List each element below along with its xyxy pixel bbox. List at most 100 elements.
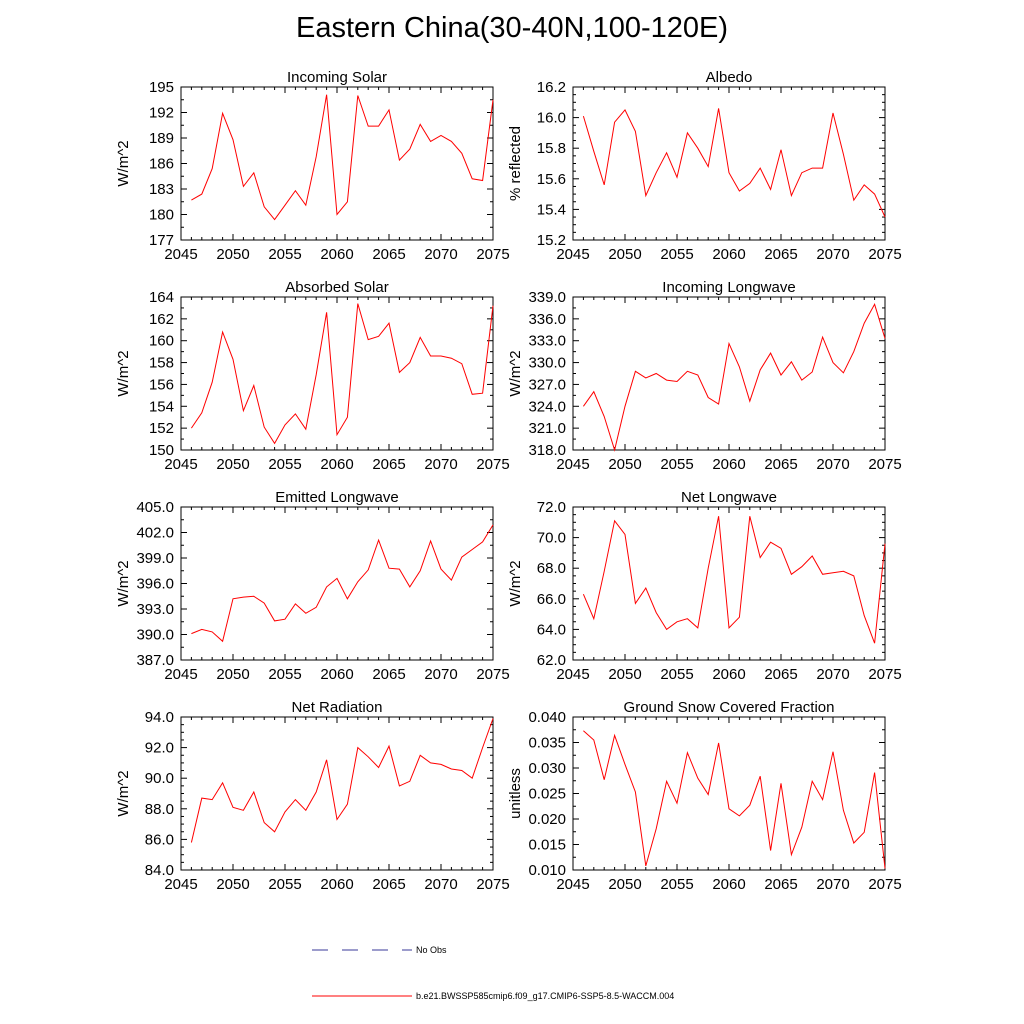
ground-snow-covered-fraction-xtick-label: 2070 (816, 876, 849, 893)
absorbed-solar-xtick-label: 2065 (372, 456, 405, 473)
absorbed-solar-xtick-label: 2075 (476, 456, 509, 473)
incoming-solar-ytick-label: 177 (149, 232, 174, 249)
incoming-longwave-xtick-label: 2045 (556, 456, 589, 473)
incoming-solar-title: Incoming Solar (287, 69, 387, 86)
net-longwave-frame (572, 506, 886, 661)
panel-albedo: 2045 2050 2055 2060 2065 2070 2075 15.2 15.4 15.6… (507, 69, 902, 263)
albedo-ytick-label: 15.6 (537, 171, 566, 188)
legend-obs-label: No Obs (416, 945, 447, 955)
incoming-longwave-ylabel: W/m^2 (507, 350, 524, 396)
albedo-title: Albedo (706, 69, 753, 86)
panel-incoming-solar: 2045 2050 2055 2060 2065 2070 2075 177 180 183 186… (115, 69, 510, 263)
absorbed-solar-xtick-label: 2045 (164, 456, 197, 473)
panel-net-radiation: 2045 2050 2055 2060 2065 2070 2075 84.0 86.0 88.0… (115, 699, 510, 893)
emitted-longwave-xtick-label: 2065 (372, 666, 405, 683)
albedo-ytick-label: 16.0 (537, 110, 566, 127)
emitted-longwave-ytick-label: 390.0 (136, 627, 174, 644)
incoming-solar-ytick-label: 189 (149, 130, 174, 147)
ground-snow-covered-fraction-xtick-label: 2065 (764, 876, 797, 893)
net-longwave-ytick-label: 66.0 (537, 591, 566, 608)
incoming-longwave-xtick-label: 2055 (660, 456, 693, 473)
albedo-series-line (582, 108, 886, 218)
ground-snow-covered-fraction-series-line (583, 730, 886, 869)
legend: No Obs b.e21.BWSSP585cmip6.f09_g17.CMIP6… (312, 945, 674, 1001)
ground-snow-covered-fraction-frame (572, 716, 886, 871)
incoming-longwave-ytick-label: 330.0 (528, 355, 566, 372)
albedo-ytick-label: 15.2 (537, 232, 566, 249)
albedo-xtick-label: 2065 (764, 246, 797, 263)
incoming-solar-xtick-label: 2055 (268, 246, 301, 263)
ground-snow-covered-fraction-xtick-label: 2050 (608, 876, 641, 893)
incoming-longwave-ytick-label: 324.0 (528, 398, 566, 415)
albedo-ytick-label: 16.2 (537, 79, 566, 96)
absorbed-solar-ytick-label: 154 (149, 398, 174, 415)
incoming-longwave-ytick-label: 336.0 (528, 311, 566, 328)
albedo-xtick-label: 2075 (868, 246, 901, 263)
absorbed-solar-frame (180, 296, 494, 451)
absorbed-solar-ytick-label: 164 (149, 289, 174, 306)
albedo-xtick-label: 2050 (608, 246, 641, 263)
net-longwave-ytick-label: 70.0 (537, 530, 566, 547)
incoming-solar-xtick-label: 2045 (164, 246, 197, 263)
net-longwave-xtick-label: 2045 (556, 666, 589, 683)
ground-snow-covered-fraction-ytick-label: 0.015 (528, 837, 566, 854)
figure-title: Eastern China(30-40N,100-120E) (295, 12, 729, 44)
albedo-frame (572, 86, 886, 241)
incoming-solar-ytick-label: 195 (149, 79, 174, 96)
net-radiation-ytick-label: 92.0 (145, 740, 174, 757)
albedo-ytick-label: 15.8 (537, 140, 566, 157)
emitted-longwave-ytick-label: 387.0 (136, 652, 174, 669)
incoming-solar-xtick-label: 2060 (320, 246, 353, 263)
net-radiation-ytick-label: 88.0 (145, 801, 174, 818)
net-longwave-ylabel: W/m^2 (507, 560, 524, 606)
incoming-longwave-xtick-label: 2060 (712, 456, 745, 473)
emitted-longwave-ytick-label: 393.0 (136, 601, 174, 618)
albedo-ylabel: % reflected (507, 126, 524, 201)
net-longwave-xtick-label: 2060 (712, 666, 745, 683)
emitted-longwave-ytick-label: 402.0 (136, 525, 174, 542)
absorbed-solar-title: Absorbed Solar (285, 279, 388, 296)
net-longwave-xtick-label: 2065 (764, 666, 797, 683)
incoming-longwave-ytick-label: 333.0 (528, 333, 566, 350)
incoming-solar-frame (180, 86, 494, 241)
absorbed-solar-ytick-label: 152 (149, 420, 174, 437)
emitted-longwave-xtick-label: 2055 (268, 666, 301, 683)
incoming-longwave-xtick-label: 2065 (764, 456, 797, 473)
emitted-longwave-series-line (191, 524, 494, 643)
net-radiation-ytick-label: 94.0 (145, 709, 174, 726)
ground-snow-covered-fraction-xtick-label: 2075 (868, 876, 901, 893)
ground-snow-covered-fraction-xtick-label: 2055 (660, 876, 693, 893)
panel-incoming-longwave: 2045 2050 2055 2060 2065 2070 2075 318.0 321.0 32… (507, 279, 902, 473)
incoming-longwave-ytick-label: 339.0 (528, 289, 566, 306)
net-radiation-series-line (190, 718, 494, 843)
ground-snow-covered-fraction-xtick-label: 2045 (556, 876, 589, 893)
incoming-solar-xtick-label: 2065 (372, 246, 405, 263)
ground-snow-covered-fraction-ytick-label: 0.030 (528, 760, 566, 777)
legend-model-label: b.e21.BWSSP585cmip6.f09_g17.CMIP6-SSP5-8… (416, 991, 674, 1001)
absorbed-solar-ytick-label: 160 (149, 333, 174, 350)
ground-snow-covered-fraction-xtick-label: 2060 (712, 876, 745, 893)
albedo-ytick-label: 15.4 (537, 201, 566, 218)
emitted-longwave-title: Emitted Longwave (275, 489, 398, 506)
net-longwave-series-line (582, 516, 886, 644)
absorbed-solar-ytick-label: 150 (149, 442, 174, 459)
panels: 2045 2050 2055 2060 2065 2070 2075 177 180 183 186… (115, 69, 902, 893)
incoming-solar-series-line (191, 94, 494, 221)
absorbed-solar-xtick-label: 2060 (320, 456, 353, 473)
emitted-longwave-xtick-label: 2060 (320, 666, 353, 683)
emitted-longwave-ylabel: W/m^2 (115, 560, 132, 606)
emitted-longwave-ytick-label: 396.0 (136, 576, 174, 593)
absorbed-solar-xtick-label: 2070 (424, 456, 457, 473)
net-longwave-ytick-label: 68.0 (537, 560, 566, 577)
emitted-longwave-xtick-label: 2045 (164, 666, 197, 683)
incoming-solar-ylabel: W/m^2 (115, 140, 132, 186)
incoming-solar-xtick-label: 2075 (476, 246, 509, 263)
incoming-longwave-ytick-label: 318.0 (528, 442, 566, 459)
ground-snow-covered-fraction-ytick-label: 0.040 (528, 709, 566, 726)
incoming-longwave-xtick-label: 2070 (816, 456, 849, 473)
net-radiation-ytick-label: 84.0 (145, 862, 174, 879)
net-longwave-ytick-label: 72.0 (537, 499, 566, 516)
ground-snow-covered-fraction-ytick-label: 0.025 (528, 786, 566, 803)
net-longwave-ytick-label: 64.0 (537, 621, 566, 638)
emitted-longwave-ytick-label: 405.0 (136, 499, 174, 516)
